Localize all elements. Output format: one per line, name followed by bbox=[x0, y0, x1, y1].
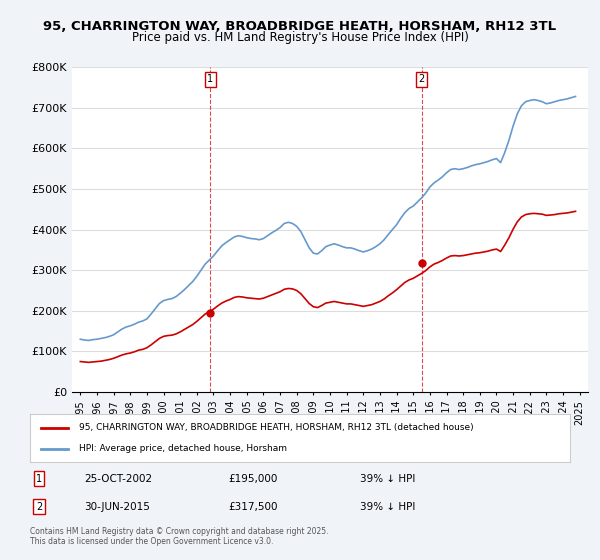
Text: £195,000: £195,000 bbox=[228, 474, 277, 484]
Text: 39% ↓ HPI: 39% ↓ HPI bbox=[360, 474, 415, 484]
Text: 30-JUN-2015: 30-JUN-2015 bbox=[84, 502, 150, 512]
Text: 39% ↓ HPI: 39% ↓ HPI bbox=[360, 502, 415, 512]
Text: 25-OCT-2002: 25-OCT-2002 bbox=[84, 474, 152, 484]
Text: 95, CHARRINGTON WAY, BROADBRIDGE HEATH, HORSHAM, RH12 3TL (detached house): 95, CHARRINGTON WAY, BROADBRIDGE HEATH, … bbox=[79, 423, 473, 432]
Text: 1: 1 bbox=[207, 74, 214, 85]
Text: £317,500: £317,500 bbox=[228, 502, 277, 512]
Text: 1: 1 bbox=[36, 474, 42, 484]
Text: HPI: Average price, detached house, Horsham: HPI: Average price, detached house, Hors… bbox=[79, 444, 287, 453]
Text: 2: 2 bbox=[36, 502, 42, 512]
Text: Price paid vs. HM Land Registry's House Price Index (HPI): Price paid vs. HM Land Registry's House … bbox=[131, 31, 469, 44]
Text: Contains HM Land Registry data © Crown copyright and database right 2025.
This d: Contains HM Land Registry data © Crown c… bbox=[30, 526, 329, 546]
Text: 2: 2 bbox=[418, 74, 425, 85]
Text: 95, CHARRINGTON WAY, BROADBRIDGE HEATH, HORSHAM, RH12 3TL: 95, CHARRINGTON WAY, BROADBRIDGE HEATH, … bbox=[43, 20, 557, 32]
